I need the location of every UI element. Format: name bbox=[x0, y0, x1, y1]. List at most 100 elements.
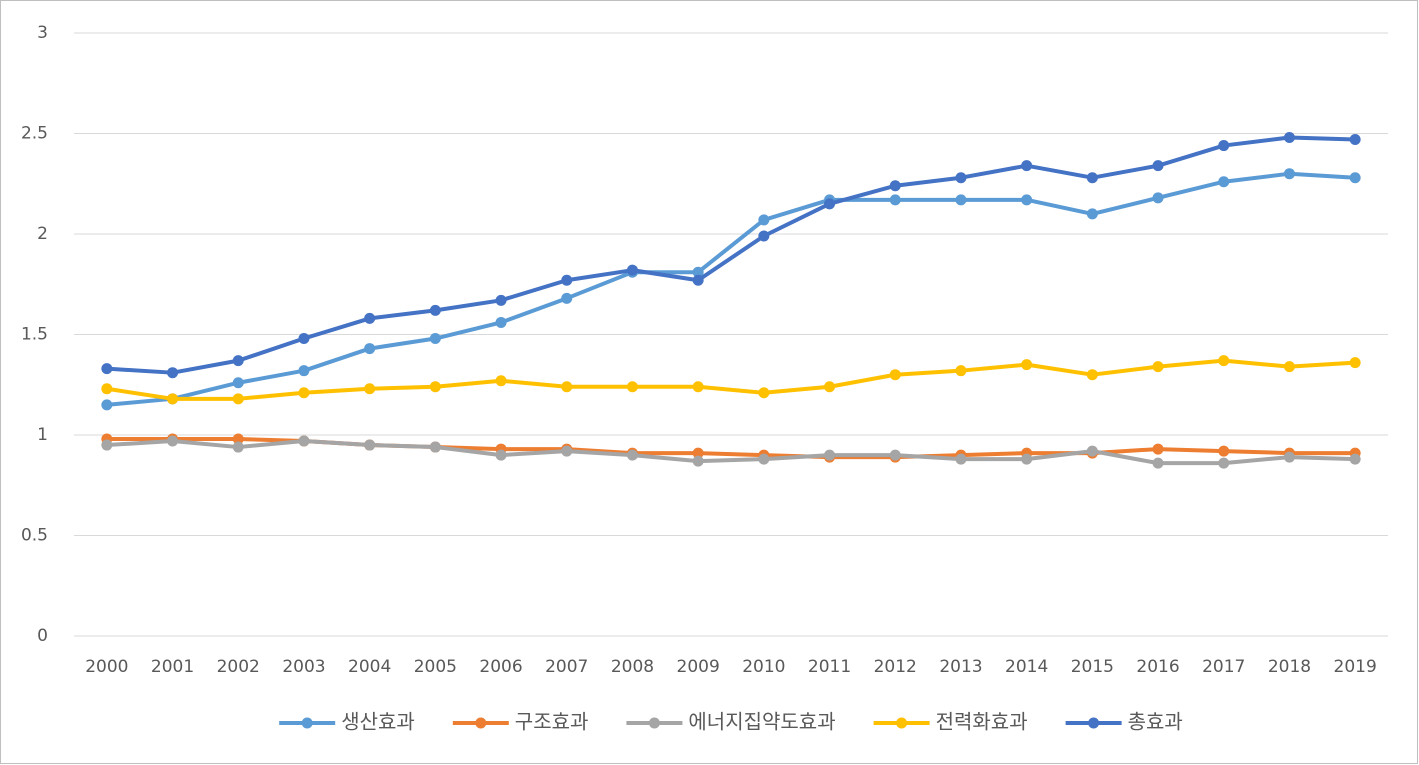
data-point bbox=[298, 435, 310, 447]
x-tick-label: 2001 bbox=[151, 657, 194, 677]
data-point bbox=[561, 292, 573, 304]
data-point bbox=[298, 365, 310, 377]
data-point bbox=[692, 274, 704, 286]
data-point bbox=[1086, 369, 1098, 381]
y-tick-label: 1 bbox=[37, 425, 48, 445]
data-point bbox=[1021, 160, 1033, 172]
y-tick-label: 2.5 bbox=[21, 124, 48, 144]
data-point bbox=[824, 381, 836, 393]
data-point bbox=[1152, 457, 1164, 469]
data-point bbox=[758, 214, 770, 226]
data-point bbox=[101, 439, 113, 451]
data-point bbox=[1152, 192, 1164, 204]
legend-marker bbox=[648, 717, 660, 729]
data-point bbox=[1283, 132, 1295, 144]
x-tick-label: 2000 bbox=[85, 657, 128, 677]
data-point bbox=[1283, 451, 1295, 463]
data-point bbox=[167, 393, 179, 405]
data-point bbox=[626, 381, 638, 393]
x-tick-label: 2008 bbox=[611, 657, 654, 677]
data-point bbox=[232, 393, 244, 405]
data-point bbox=[232, 355, 244, 367]
data-point bbox=[429, 441, 441, 453]
data-point bbox=[101, 383, 113, 395]
y-tick-label: 0.5 bbox=[21, 526, 48, 546]
data-point bbox=[298, 333, 310, 345]
data-point bbox=[1152, 443, 1164, 455]
data-point bbox=[364, 439, 376, 451]
data-point bbox=[561, 274, 573, 286]
legend: 생산효과 구조효과 에너지집약도효과 전력화효과 총효과 bbox=[279, 710, 1183, 734]
x-tick-label: 2018 bbox=[1268, 657, 1311, 677]
data-point bbox=[364, 343, 376, 355]
data-point bbox=[495, 449, 507, 461]
legend-label: 에너지집약도효과 bbox=[688, 710, 835, 734]
x-tick-label: 2019 bbox=[1334, 657, 1377, 677]
data-point bbox=[1218, 445, 1230, 457]
data-point bbox=[1283, 168, 1295, 180]
data-point bbox=[1349, 172, 1361, 184]
legend-marker bbox=[475, 717, 487, 729]
data-point bbox=[824, 198, 836, 210]
data-point bbox=[1218, 457, 1230, 469]
data-point bbox=[561, 445, 573, 457]
data-point bbox=[692, 381, 704, 393]
x-tick-label: 2004 bbox=[348, 657, 391, 677]
x-tick-label: 2003 bbox=[282, 657, 325, 677]
data-point bbox=[955, 453, 967, 465]
data-point bbox=[1086, 208, 1098, 220]
y-tick-label: 2 bbox=[37, 224, 48, 244]
data-point bbox=[1086, 172, 1098, 184]
data-point bbox=[889, 449, 901, 461]
data-point bbox=[1021, 453, 1033, 465]
data-point bbox=[1086, 445, 1098, 457]
data-point bbox=[758, 230, 770, 242]
data-point bbox=[429, 333, 441, 345]
data-point bbox=[955, 194, 967, 206]
x-tick-label: 2017 bbox=[1202, 657, 1245, 677]
data-point bbox=[1349, 134, 1361, 146]
data-point bbox=[692, 455, 704, 467]
data-point bbox=[955, 365, 967, 377]
data-point bbox=[495, 375, 507, 387]
x-tick-label: 2014 bbox=[1005, 657, 1048, 677]
legend-label: 생산효과 bbox=[341, 710, 415, 734]
data-point bbox=[1021, 194, 1033, 206]
legend-label: 구조효과 bbox=[515, 710, 589, 734]
data-point bbox=[1152, 160, 1164, 172]
data-point bbox=[1218, 140, 1230, 152]
x-tick-label: 2013 bbox=[939, 657, 982, 677]
y-tick-label: 0 bbox=[37, 626, 48, 646]
x-tick-label: 2005 bbox=[414, 657, 457, 677]
x-tick-label: 2012 bbox=[874, 657, 917, 677]
data-point bbox=[1218, 176, 1230, 188]
x-tick-label: 2010 bbox=[742, 657, 785, 677]
data-point bbox=[167, 435, 179, 447]
data-point bbox=[626, 264, 638, 276]
series-line bbox=[106, 439, 1356, 466]
data-point bbox=[758, 453, 770, 465]
legend-label: 전력화효과 bbox=[936, 710, 1028, 734]
x-tick-label: 2002 bbox=[217, 657, 260, 677]
legend-label: 총효과 bbox=[1128, 710, 1183, 734]
data-point bbox=[429, 381, 441, 393]
data-point bbox=[824, 449, 836, 461]
data-point bbox=[758, 387, 770, 399]
data-point bbox=[364, 383, 376, 395]
legend-marker bbox=[301, 717, 313, 729]
x-tick-label: 2007 bbox=[545, 657, 588, 677]
data-point bbox=[1218, 355, 1230, 367]
legend-marker bbox=[896, 717, 908, 729]
data-point bbox=[232, 377, 244, 389]
data-point bbox=[1152, 361, 1164, 373]
x-tick-label: 2009 bbox=[677, 657, 720, 677]
data-point bbox=[298, 387, 310, 399]
data-point bbox=[889, 369, 901, 381]
x-tick-label: 2015 bbox=[1071, 657, 1114, 677]
data-point bbox=[232, 441, 244, 453]
data-point bbox=[561, 381, 573, 393]
data-point bbox=[364, 312, 376, 324]
legend-marker bbox=[1088, 717, 1100, 729]
data-point bbox=[626, 449, 638, 461]
